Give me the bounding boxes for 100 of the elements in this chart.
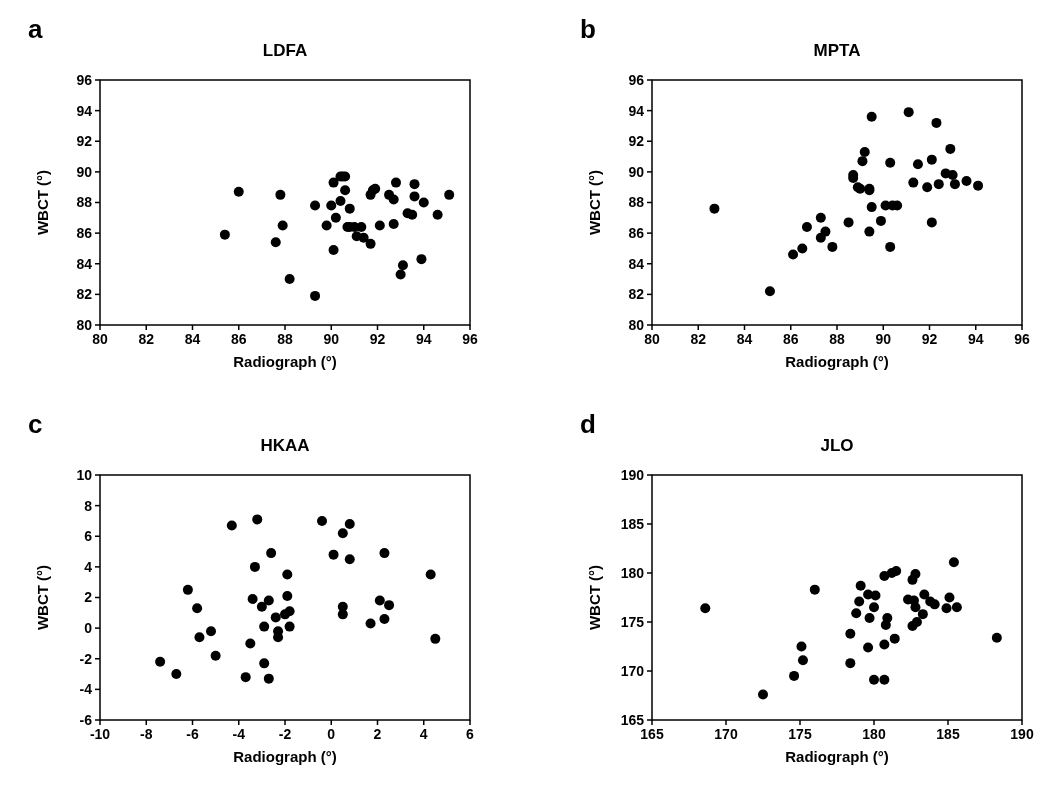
point <box>917 609 928 620</box>
point <box>337 609 348 620</box>
point <box>845 628 856 639</box>
point <box>391 177 401 188</box>
point <box>277 220 288 231</box>
point <box>328 549 339 560</box>
point <box>219 229 230 240</box>
chart-title: JLO <box>820 436 854 455</box>
point <box>903 107 914 118</box>
point <box>409 179 420 190</box>
point <box>941 603 952 614</box>
x-tick-label: -6 <box>186 726 199 742</box>
point <box>864 613 875 624</box>
point <box>889 633 900 644</box>
point <box>845 658 856 669</box>
x-tick-label: 4 <box>419 726 428 742</box>
point <box>374 595 385 606</box>
point <box>854 596 865 607</box>
point <box>226 520 237 531</box>
y-tick-label: 84 <box>628 255 645 272</box>
x-axis-title: Radiograph (°) <box>785 353 889 370</box>
y-tick-label: 180 <box>620 564 645 581</box>
point <box>945 143 956 154</box>
point <box>425 569 436 580</box>
point <box>247 594 258 605</box>
y-tick-label: 190 <box>620 466 645 483</box>
point <box>789 670 800 681</box>
point <box>827 241 838 252</box>
chart-title: HKAA <box>260 436 310 455</box>
point <box>358 232 369 243</box>
point <box>944 592 955 603</box>
point <box>869 602 879 613</box>
point <box>931 117 942 128</box>
point <box>210 650 221 661</box>
point <box>991 632 1002 643</box>
point <box>356 222 367 232</box>
point <box>284 274 295 285</box>
x-tick-label: 80 <box>644 331 660 347</box>
point <box>869 674 879 685</box>
point <box>155 656 166 667</box>
point <box>330 212 341 223</box>
point <box>259 621 270 632</box>
x-axis-title: Radiograph (°) <box>233 748 337 765</box>
point <box>326 200 337 211</box>
point <box>182 584 193 595</box>
point <box>432 209 443 220</box>
x-tick-label: 165 <box>640 726 664 742</box>
y-tick-label: 90 <box>628 163 645 180</box>
point <box>910 602 921 613</box>
point <box>801 222 812 232</box>
point <box>409 191 420 202</box>
point <box>384 600 395 611</box>
y-tick-label: 4 <box>84 558 93 575</box>
point <box>310 290 321 301</box>
y-axis-title: WBCT (°) <box>34 564 51 631</box>
x-tick-label: 90 <box>875 331 892 347</box>
point <box>875 215 886 226</box>
point <box>444 189 455 200</box>
point <box>282 569 293 580</box>
y-tick-label: 84 <box>76 255 93 272</box>
y-tick-label: 8 <box>84 497 93 514</box>
y-tick-label: 90 <box>76 163 93 180</box>
x-tick-label: 84 <box>184 331 201 347</box>
x-tick-label: 82 <box>690 331 707 347</box>
y-tick-label: 2 <box>84 589 93 606</box>
point <box>192 603 203 614</box>
point <box>879 674 890 685</box>
x-tick-label: 86 <box>230 331 247 347</box>
point <box>416 254 427 265</box>
point <box>340 185 351 196</box>
point <box>951 602 962 613</box>
point <box>335 195 346 206</box>
y-tick-label: 0 <box>84 620 93 637</box>
y-tick-label: 86 <box>76 225 93 242</box>
point <box>709 203 720 214</box>
x-tick-label: 92 <box>369 331 386 347</box>
y-tick-label: 94 <box>76 102 93 119</box>
y-tick-label: 80 <box>76 316 93 333</box>
x-tick-label: 170 <box>714 726 738 742</box>
point <box>284 606 295 617</box>
point <box>259 658 270 669</box>
x-tick-label: 6 <box>466 726 475 742</box>
y-tick-label: 175 <box>620 613 645 630</box>
point <box>270 612 281 623</box>
point <box>866 111 877 122</box>
point <box>240 672 251 683</box>
x-tick-label: 82 <box>138 331 155 347</box>
point <box>344 203 355 214</box>
y-tick-label: 88 <box>628 194 645 211</box>
point <box>929 599 940 610</box>
y-tick-label: 185 <box>620 515 645 532</box>
point <box>374 220 385 231</box>
x-tick-label: 180 <box>862 726 886 742</box>
point <box>321 220 332 231</box>
point <box>379 548 390 559</box>
point <box>797 655 808 666</box>
point <box>891 566 902 577</box>
point <box>344 554 355 565</box>
y-axis-title: WBCT (°) <box>586 564 603 631</box>
point <box>910 568 921 579</box>
